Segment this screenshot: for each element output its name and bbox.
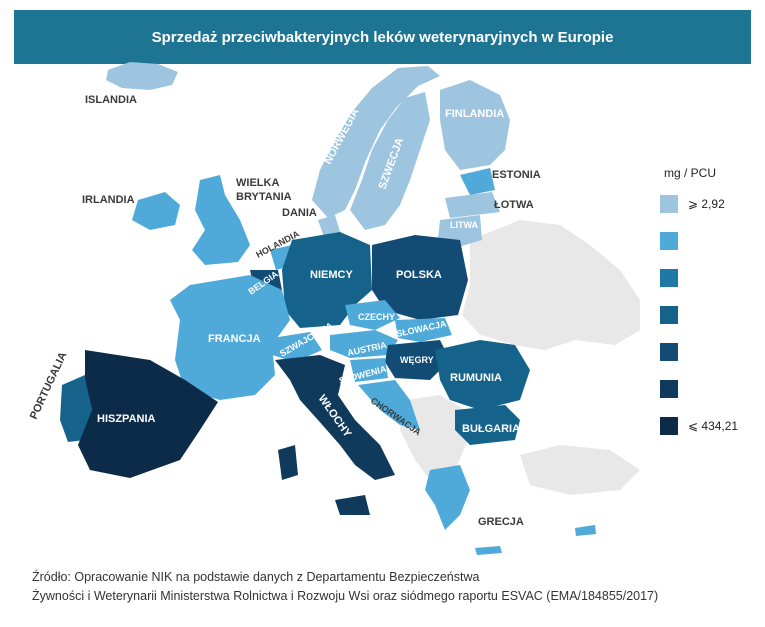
label-francja: FRANCJA	[208, 333, 261, 345]
legend-items: ⩾ 2,92 ⩽ 434,21	[660, 194, 760, 436]
legend-label: ⩾ 2,92	[688, 197, 725, 211]
source-line-2: Żywności i Weterynarii Ministerstwa Roln…	[32, 589, 659, 603]
country-niemcy	[282, 232, 372, 328]
label-hiszpania: HISZPANIA	[97, 413, 156, 425]
country-wegry	[385, 340, 450, 380]
country-chorwacja	[358, 380, 420, 430]
legend-swatch	[660, 343, 678, 361]
country-islandia	[106, 62, 178, 90]
region-balkans	[400, 395, 468, 480]
legend-item: ⩽ 434,21	[660, 416, 760, 436]
country-polska	[372, 235, 468, 320]
label-niemcy: NIEMCY	[310, 269, 353, 281]
country-cypr	[575, 525, 596, 536]
label-czechy: CZECHY	[358, 312, 395, 322]
country-rumunia	[435, 340, 530, 410]
country-norwegia	[312, 66, 440, 218]
legend-item	[660, 268, 760, 288]
country-wielka-brytania	[192, 175, 250, 265]
legend-title: mg / PCU	[664, 166, 717, 180]
label-bulgaria: BUŁGARIA	[462, 423, 520, 435]
source-note: Źródło: Opracowanie NIK na podstawie dan…	[32, 568, 752, 606]
country-czechy	[345, 300, 400, 330]
country-grecja-kreta	[475, 546, 502, 555]
label-polska: POLSKA	[396, 269, 442, 281]
legend-swatch	[660, 417, 678, 435]
source-line-1: Źródło: Opracowanie NIK na podstawie dan…	[32, 570, 480, 584]
legend-item	[660, 379, 760, 399]
label-litwa: LITWA	[450, 220, 478, 230]
country-portugalia	[60, 375, 92, 442]
legend-label: ⩽ 434,21	[688, 419, 739, 433]
region-eastern-europe	[462, 220, 640, 350]
country-grecja	[425, 465, 470, 530]
country-estonia	[460, 168, 495, 195]
country-wlochy-sardynia	[278, 445, 298, 480]
legend-item	[660, 342, 760, 362]
legend-item	[660, 231, 760, 251]
label-wielka-brytania-2: BRYTANIA	[236, 191, 292, 203]
legend: mg / PCU ⩾ 2,92 ⩽ 434,21	[660, 166, 760, 453]
legend-swatch	[660, 232, 678, 250]
region-turkey	[520, 445, 640, 495]
country-szwecja	[350, 92, 430, 230]
legend-item	[660, 305, 760, 325]
legend-item: ⩾ 2,92	[660, 194, 760, 214]
label-lotwa: ŁOTWA	[494, 199, 534, 211]
label-dania: DANIA	[282, 207, 317, 219]
country-slowacja	[395, 318, 452, 342]
country-francja	[170, 275, 290, 400]
legend-swatch	[660, 269, 678, 287]
map-title: Sprzedaż przeciwbakteryjnych leków weter…	[151, 28, 614, 46]
label-rumunia: RUMUNIA	[450, 372, 502, 384]
country-austria	[330, 330, 398, 358]
country-lotwa	[445, 192, 500, 218]
title-banner: Sprzedaż przeciwbakteryjnych leków weter…	[14, 10, 751, 64]
legend-swatch	[660, 306, 678, 324]
label-finlandia: FINLANDIA	[445, 108, 504, 120]
label-estonia: ESTONIA	[492, 169, 541, 181]
label-wegry: WĘGRY	[400, 355, 434, 365]
label-islandia: ISLANDIA	[85, 94, 137, 106]
country-wlochy	[275, 355, 395, 480]
country-irlandia	[132, 192, 180, 230]
legend-swatch	[660, 195, 678, 213]
legend-swatch	[660, 380, 678, 398]
label-wielka-brytania-1: WIELKA	[236, 177, 279, 189]
country-finlandia	[440, 80, 510, 170]
country-wlochy-sycylia	[335, 495, 370, 515]
country-hiszpania	[78, 350, 218, 478]
label-irlandia: IRLANDIA	[82, 194, 135, 206]
country-slowenia	[350, 358, 388, 382]
country-szwajcaria	[272, 332, 322, 362]
country-bulgaria	[455, 405, 520, 445]
label-grecja: GRECJA	[478, 516, 524, 528]
